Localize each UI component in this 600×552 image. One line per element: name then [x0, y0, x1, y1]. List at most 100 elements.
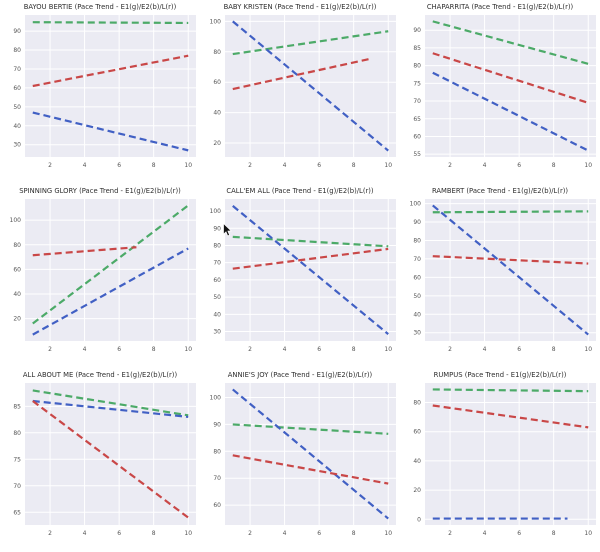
- y-tick-label: 80: [413, 63, 421, 70]
- trend-line-e2-b: [232, 20, 389, 152]
- trend-line-e1-g: [32, 21, 189, 25]
- y-tick-label: 60: [413, 429, 421, 436]
- y-tick-label: 20: [213, 140, 221, 147]
- y-tick-label: 20: [13, 316, 21, 323]
- x-tick-label: 6: [317, 162, 321, 169]
- trend-line-e1-g: [232, 235, 389, 248]
- y-tick-label: 85: [413, 45, 421, 52]
- y-tick-label: 60: [413, 133, 421, 140]
- y-tick-label: 80: [213, 448, 221, 455]
- x-tick-label: 8: [552, 346, 556, 353]
- chart-title: CHAPARRITA (Pace Trend - E1(g)/E2(b)/L(r…: [426, 3, 574, 11]
- y-tick-label: 85: [13, 403, 21, 410]
- trend-line-e2-b: [232, 388, 389, 520]
- chart-canvas: 55 60 65 70 75 80 85 90 2 4 6 8 10: [413, 15, 596, 169]
- y-tick-label: 65: [413, 116, 421, 123]
- chart-canvas: 65 70 75 80 85 2 4 6 8 10: [13, 383, 196, 537]
- chart-canvas: 20 40 60 80 100 2 4 6 8 10: [10, 199, 196, 353]
- x-tick-label: 10: [384, 530, 392, 537]
- y-tick-label: 65: [13, 509, 21, 516]
- x-tick-label: 6: [117, 162, 121, 169]
- y-tick-label: 60: [213, 502, 221, 509]
- y-tick-label: 30: [413, 330, 421, 337]
- y-tick-label: 70: [13, 66, 21, 73]
- x-tick-label: 8: [552, 530, 556, 537]
- trend-line-e1-g: [432, 388, 589, 393]
- subplot-4: 20 40 60 80 100 2 4 6 8 10 SPINNING GLORY (Pace Tr…: [0, 184, 200, 368]
- subplot-2: 20 40 60 80 100 2 4 6 8 10 BABY KRISTEN (Pace Tren…: [200, 0, 400, 184]
- y-tick-label: 80: [213, 242, 221, 249]
- chart-canvas: 60 70 80 90 100 2 4 6 8 10: [210, 383, 396, 537]
- x-tick-label: 2: [48, 530, 52, 537]
- x-tick-label: 4: [83, 162, 87, 169]
- plot-area: [25, 15, 196, 157]
- chart-title: ALL ABOUT ME (Pace Trend - E1(g)/E2(b)/L…: [22, 371, 178, 379]
- trend-line-e2-b: [32, 111, 189, 152]
- y-tick-label: 90: [413, 219, 421, 226]
- y-tick-label: 75: [413, 80, 421, 87]
- x-tick-label: 4: [83, 530, 87, 537]
- y-tick-label: 80: [413, 400, 421, 407]
- y-tick-label: 40: [213, 110, 221, 117]
- trend-line-l-r: [432, 52, 589, 104]
- y-tick-label: 55: [413, 151, 421, 158]
- y-tick-label: 80: [413, 237, 421, 244]
- x-tick-label: 8: [352, 346, 356, 353]
- plot-area: [25, 199, 196, 341]
- subplot-3: 55 60 65 70 75 80 85 90 2 4 6 8 10 CHAPARRITA (Pace T…: [400, 0, 600, 184]
- trend-line-l-r: [232, 454, 389, 485]
- x-tick-label: 6: [517, 346, 521, 353]
- y-tick-label: 80: [13, 430, 21, 437]
- y-tick-label: 30: [13, 142, 21, 149]
- x-tick-label: 2: [248, 530, 252, 537]
- trend-line-e1-g: [432, 210, 589, 214]
- trend-line-l-r: [32, 246, 137, 257]
- trend-line-l-r: [232, 247, 389, 270]
- trend-line-e2-b: [432, 204, 589, 336]
- y-tick-label: 70: [213, 260, 221, 267]
- x-tick-label: 4: [283, 346, 287, 353]
- chart-title: CALL'EM ALL (Pace Trend - E1(g)/E2(b)/L(…: [226, 187, 374, 195]
- y-tick-label: 40: [413, 458, 421, 465]
- x-tick-label: 8: [152, 530, 156, 537]
- y-tick-label: 40: [413, 311, 421, 318]
- chart-title: SPINNING GLORY (Pace Trend - E1(g)/E2(b)…: [19, 187, 181, 195]
- subplot-1: 30 40 50 60 70 80 90 2 4 6 8 10 BAYOU BERTIE (Pace T…: [0, 0, 200, 184]
- chart-canvas: 0 20 40 60 80 2 4 6 8 10: [413, 383, 596, 537]
- y-tick-label: 100: [410, 201, 422, 208]
- y-tick-label: 70: [213, 475, 221, 482]
- x-tick-label: 10: [384, 162, 392, 169]
- y-tick-label: 40: [213, 311, 221, 318]
- x-tick-label: 6: [517, 530, 521, 537]
- y-tick-label: 90: [13, 28, 21, 35]
- y-tick-label: 50: [213, 294, 221, 301]
- y-tick-label: 40: [13, 291, 21, 298]
- subplot-6: 30 40 50 60 70 80 90 100 2 4 6 8 10 RAMBERT (Pace Tre…: [400, 184, 600, 368]
- trend-line-e2-b: [232, 205, 389, 335]
- x-tick-label: 2: [48, 162, 52, 169]
- trend-line-e1-g: [232, 30, 389, 56]
- x-tick-label: 8: [352, 162, 356, 169]
- x-tick-label: 2: [448, 346, 452, 353]
- y-tick-label: 60: [213, 79, 221, 86]
- x-tick-label: 2: [248, 162, 252, 169]
- y-tick-label: 80: [213, 49, 221, 56]
- chart-title: RUMPUS (Pace Trend - E1(g)/E2(b)/L(r)): [433, 371, 567, 379]
- y-tick-label: 75: [13, 456, 21, 463]
- trend-line-l-r: [432, 255, 589, 265]
- y-tick-label: 70: [413, 98, 421, 105]
- plot-area: [425, 15, 596, 157]
- y-tick-label: 60: [413, 274, 421, 281]
- trend-line-l-r: [232, 57, 372, 91]
- y-tick-label: 70: [413, 256, 421, 263]
- x-tick-label: 10: [184, 346, 192, 353]
- x-tick-label: 10: [584, 530, 592, 537]
- x-tick-label: 10: [184, 162, 192, 169]
- trend-line-e2-b: [32, 247, 189, 336]
- x-tick-label: 2: [448, 162, 452, 169]
- trend-line-e2-b: [432, 71, 589, 152]
- trend-line-e1-g: [32, 389, 189, 417]
- x-tick-label: 4: [283, 162, 287, 169]
